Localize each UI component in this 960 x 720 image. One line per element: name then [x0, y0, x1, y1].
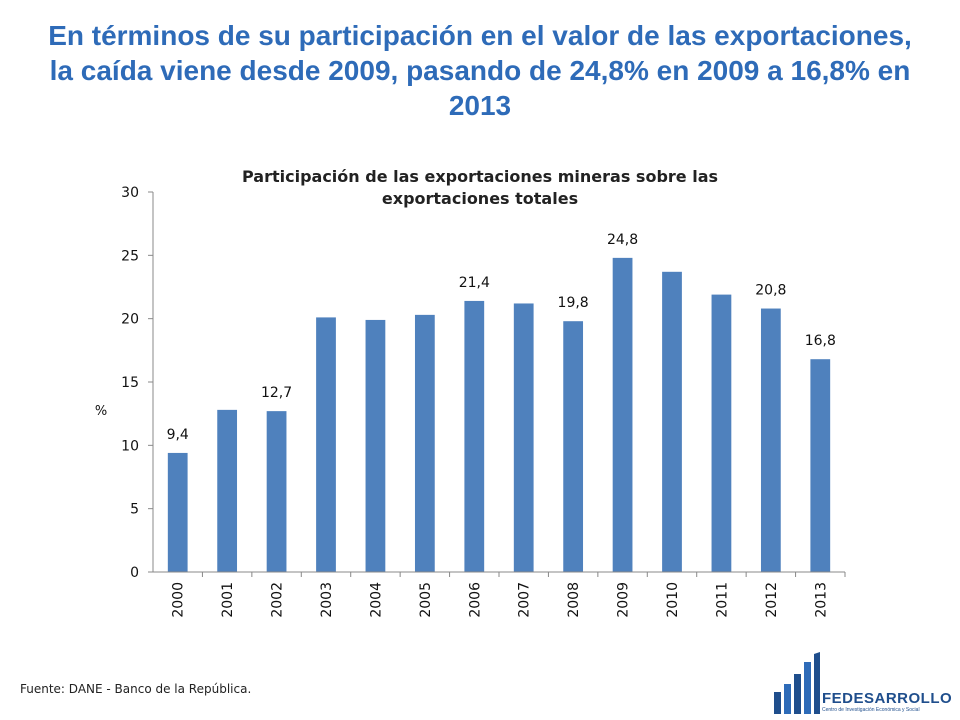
bar [217, 409, 238, 572]
bar [612, 257, 633, 572]
data-label: 9,4 [167, 427, 189, 443]
bar [316, 317, 336, 572]
y-tick-label: 25 [121, 248, 139, 264]
x-tick-label: 2008 [566, 582, 582, 618]
bar [513, 303, 534, 572]
data-label: 12,7 [261, 385, 292, 401]
data-labels: 9,4 12,7 21,4 19,8 24,8 20,8 16,8 [167, 232, 836, 443]
bar [662, 271, 682, 572]
bar [464, 300, 485, 572]
x-tick-label: 2010 [665, 582, 681, 618]
x-tick-label: 2004 [368, 582, 384, 618]
y-tick-label: 0 [130, 565, 139, 581]
x-tick-label: 2005 [418, 582, 434, 618]
x-tick-label: 2006 [467, 582, 483, 618]
y-axis-ticks: 0 5 10 15 20 25 30 [121, 185, 153, 581]
x-tick-label: 2007 [517, 582, 533, 618]
bar [810, 359, 831, 572]
bars [167, 257, 831, 572]
x-tick-label: 2002 [270, 582, 286, 618]
bar [414, 314, 435, 572]
data-label: 21,4 [459, 275, 490, 291]
x-tick-label: 2012 [764, 582, 780, 618]
logo-name: FEDESARROLLO [822, 690, 953, 707]
x-tick-label: 2013 [813, 582, 829, 618]
data-label: 20,8 [755, 283, 786, 299]
y-tick-label: 20 [121, 312, 139, 328]
y-tick-label: 15 [121, 375, 139, 391]
slide-headline: En términos de su participación en el va… [48, 20, 912, 121]
bar [711, 294, 732, 572]
y-tick-label: 10 [121, 438, 139, 454]
logo-bars-icon [774, 652, 820, 714]
bar [266, 411, 287, 572]
bar [167, 452, 188, 572]
data-label: 24,8 [607, 232, 638, 248]
y-tick-label: 5 [130, 502, 139, 518]
y-axis-label: % [95, 404, 107, 419]
x-tick-label: 2009 [616, 582, 632, 618]
fedesarrollo-logo: FEDESARROLLO Centro de Investigación Eco… [770, 650, 953, 716]
bar [760, 308, 781, 572]
x-axis-ticks: 2000 2001 2002 2003 2004 2005 2006 2007 2008 2009… [171, 572, 846, 618]
x-tick-label: 2011 [714, 582, 730, 618]
bar [365, 319, 386, 572]
data-label: 19,8 [558, 295, 589, 311]
x-tick-label: 2000 [171, 582, 187, 618]
y-tick-label: 30 [121, 185, 139, 201]
source-note: Fuente: DANE - Banco de la República. [20, 682, 252, 696]
x-tick-label: 2001 [220, 582, 236, 618]
bar [563, 321, 584, 572]
chart-title: Participación de las exportaciones miner… [241, 167, 719, 208]
data-label: 16,8 [805, 333, 836, 349]
logo-subtitle: Centro de Investigación Económica y Soci… [822, 707, 920, 713]
x-tick-label: 2003 [319, 582, 335, 618]
